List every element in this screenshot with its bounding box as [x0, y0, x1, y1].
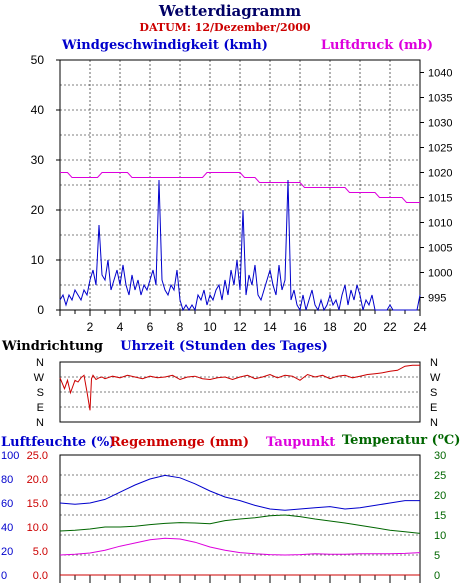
hour-tick-label: 6 — [147, 320, 154, 334]
temperature-tick-label: 30 — [434, 450, 446, 462]
hour-tick-label: 20 — [353, 320, 367, 334]
pressure-tick-label: 1020 — [428, 168, 452, 180]
wind-speed-label: Windgeschwindigkeit (kmh) — [61, 38, 268, 53]
direction-tick-label-right: E — [430, 402, 437, 414]
rain-tick-label: 25.0 — [27, 450, 48, 462]
pressure-tick-label: 1000 — [428, 268, 452, 280]
rain-tick-label: 15.0 — [27, 498, 48, 510]
pressure-label: Luftdruck (mb) — [321, 38, 433, 53]
hour-tick-label: 22 — [383, 320, 397, 334]
humidity-tick-label: 100 — [1, 450, 19, 462]
direction-tick-label: N — [36, 357, 44, 369]
hour-axis: 2 4 6 8 10 12 14 16 18 20 22 24 — [59, 310, 427, 334]
temperature-tick-label: 25 — [434, 470, 446, 482]
wind-direction-series-line — [59, 364, 420, 411]
humidity-series-line — [59, 474, 420, 511]
hour-tick-label: 14 — [263, 320, 277, 334]
rain-tick-label: 5.0 — [33, 546, 48, 558]
pressure-tick-label: 1015 — [428, 193, 452, 205]
rain-tick-label: 0.0 — [33, 570, 48, 582]
humidity-tick-label: 0 — [1, 570, 7, 582]
direction-tick-label: N — [36, 417, 44, 429]
wind-speed-axis: 0 10 20 30 40 50 — [31, 53, 60, 317]
pressure-tick-label: 995 — [428, 293, 446, 305]
direction-tick-label: W — [34, 372, 45, 384]
wind-direction-label: Windrichtung — [1, 339, 103, 354]
humidity-tick-label: 20 — [1, 546, 13, 558]
hour-tick-label: 2 — [87, 320, 94, 334]
wind-tick-label: 30 — [31, 153, 45, 167]
dewpoint-series-line — [59, 537, 421, 556]
climate-panel-grid — [60, 474, 420, 556]
wind-tick-label: 0 — [37, 303, 44, 317]
wind-panel-grid — [60, 60, 420, 310]
hour-tick-label: 16 — [293, 320, 307, 334]
wind-tick-label: 40 — [31, 103, 45, 117]
hour-tick-label: 8 — [177, 320, 184, 334]
hour-tick-label: 10 — [203, 320, 217, 334]
hour-tick-label: 24 — [413, 320, 427, 334]
chart-date: DATUM: 12/Dezember/2000 — [139, 21, 311, 34]
temperature-series-line — [59, 514, 421, 534]
direction-tick-label: S — [37, 387, 44, 399]
temperature-tick-label: 0 — [434, 570, 440, 582]
rain-tick-label: 10.0 — [27, 522, 48, 534]
pressure-tick-label: 1030 — [428, 118, 452, 130]
direction-tick-label-right: S — [430, 387, 437, 399]
hour-tick-label: 4 — [117, 320, 124, 334]
pressure-tick-label: 1025 — [428, 143, 452, 155]
wind-tick-label: 20 — [31, 203, 45, 217]
temperature-label: Temperatur (oC) — [342, 432, 460, 448]
direction-tick-label-right: W — [430, 372, 441, 384]
dewpoint-label: Taupunkt — [266, 435, 335, 450]
pressure-series-line — [60, 172, 420, 203]
pressure-tick-label: 1005 — [428, 243, 452, 255]
rain-label: Regenmenge (mm) — [110, 435, 249, 450]
humidity-tick-label: 60 — [1, 498, 13, 510]
time-axis-label: Uhrzeit (Stunden des Tages) — [120, 339, 327, 354]
rain-tick-label: 20.0 — [27, 474, 48, 486]
direction-tick-label: E — [37, 402, 44, 414]
hour-tick-label: 12 — [233, 320, 247, 334]
wind-speed-series-line — [59, 179, 421, 312]
temperature-tick-label: 5 — [434, 550, 440, 562]
direction-tick-label-right: N — [430, 417, 438, 429]
direction-panel-grid — [60, 376, 420, 408]
climate-axes: 0 20 40 60 80 100 0.0 5.0 10.0 15.0 20.0 25.0 0 5 10 15… — [1, 450, 446, 583]
wind-tick-label: 50 — [31, 53, 45, 67]
humidity-label: Luftfeuchte (%) — [1, 435, 115, 450]
temperature-tick-label: 10 — [434, 530, 446, 542]
chart-title: Wetterdiagramm — [158, 2, 301, 20]
pressure-axis: 995 1000 1005 1010 1015 1020 1025 1030 1035 1040 — [420, 68, 452, 305]
temperature-tick-label: 20 — [434, 490, 446, 502]
temperature-tick-label: 15 — [434, 510, 446, 522]
pressure-tick-label: 1040 — [428, 68, 452, 80]
wind-tick-label: 10 — [31, 253, 45, 267]
direction-tick-label-right: N — [430, 357, 438, 369]
hour-tick-label: 18 — [323, 320, 337, 334]
humidity-tick-label: 40 — [1, 522, 13, 534]
pressure-tick-label: 1010 — [428, 218, 452, 230]
pressure-tick-label: 1035 — [428, 93, 452, 105]
humidity-tick-label: 80 — [1, 474, 13, 486]
direction-axis: N NW WS SE EN N — [34, 357, 441, 429]
